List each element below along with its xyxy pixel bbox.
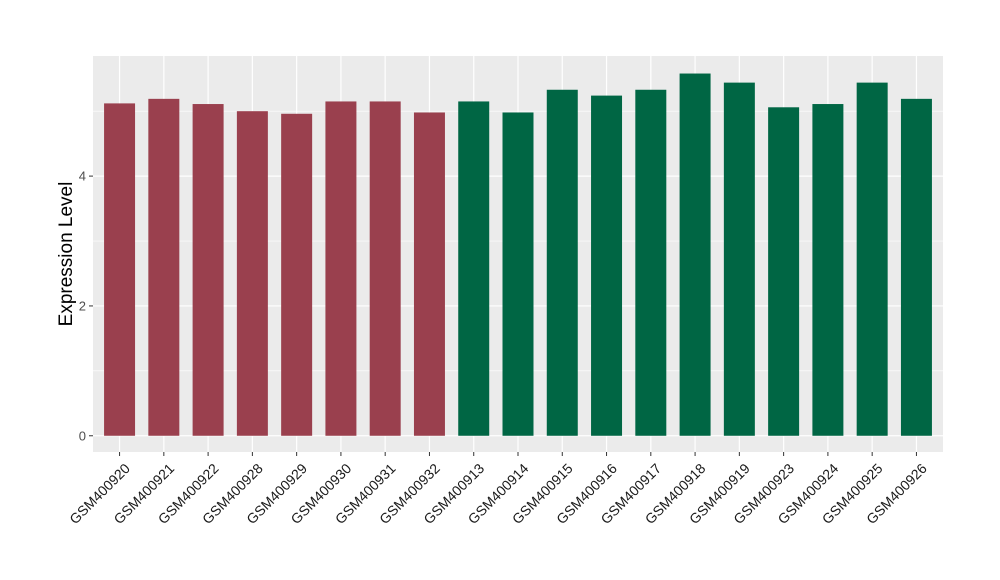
y-tick-label: 0: [79, 428, 86, 443]
bar: [856, 82, 888, 436]
bar: [148, 98, 180, 436]
bar: [723, 82, 755, 436]
y-tick-label: 2: [79, 298, 86, 313]
bar: [635, 89, 667, 436]
bar: [192, 104, 224, 436]
y-axis-title: Expression Level: [56, 182, 77, 327]
bar: [679, 73, 711, 436]
bars-group: [104, 73, 932, 436]
x-axis: GSM400920GSM400921GSM400922GSM400928GSM4…: [66, 452, 930, 527]
y-tick-label: 4: [79, 169, 86, 184]
y-axis: 0 2 4: [79, 169, 93, 443]
bar: [369, 101, 401, 436]
bar: [502, 112, 534, 436]
bar: [104, 103, 136, 436]
bar: [900, 98, 932, 436]
bar: [413, 112, 445, 436]
bar: [768, 107, 800, 436]
bar: [458, 101, 490, 436]
bar: [236, 111, 268, 436]
bar: [281, 113, 313, 436]
bar: [591, 95, 623, 436]
bar: [325, 101, 357, 436]
bar: [812, 104, 844, 436]
bar: [546, 89, 578, 436]
